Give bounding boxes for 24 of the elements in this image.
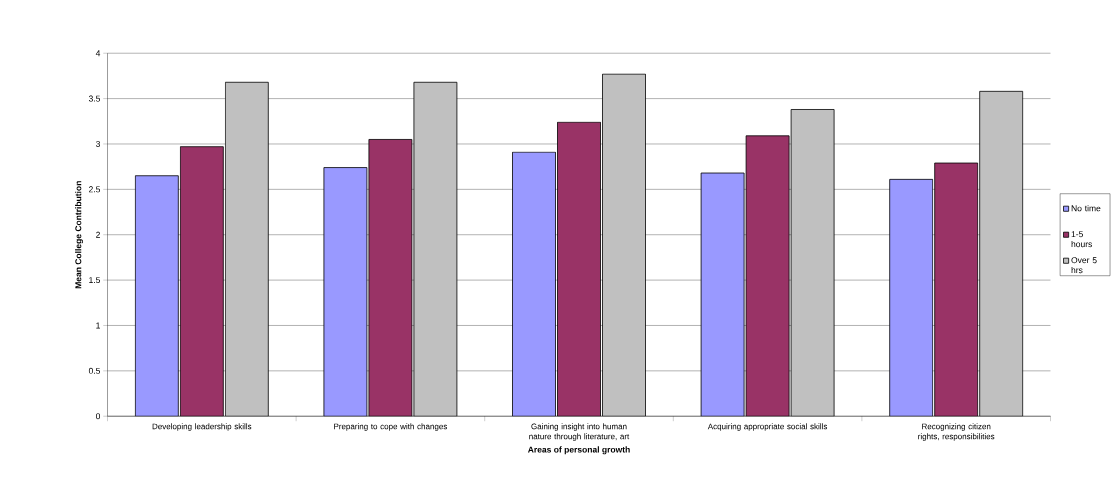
y-tick-label: 3.5 — [88, 95, 101, 102]
bar — [602, 73, 646, 417]
bar — [979, 90, 1024, 417]
y-tick-label: 2.5 — [88, 186, 101, 193]
legend-label: Over 5 hrs — [1071, 257, 1097, 274]
bar — [413, 81, 458, 417]
y-tick-label: 0.5 — [88, 367, 101, 374]
y-tick-label: 4 — [95, 50, 101, 57]
y-tick-label: 0 — [95, 413, 101, 420]
legend-label: 1-5 hours — [1071, 231, 1092, 248]
x-tick-label: Gaining insight into human nature through literature, art — [529, 423, 630, 441]
x-tick-label: Recognizing citizen rights, responsibilities — [918, 423, 995, 441]
y-tick-label: 3 — [95, 140, 101, 147]
x-tick-label: Preparing to cope with changes — [334, 423, 448, 431]
legend-label: No time — [1071, 205, 1101, 212]
bar — [224, 81, 269, 417]
x-tick-label: Acquiring appropriate social skills — [707, 423, 828, 431]
y-axis-title: Mean College Contribution — [75, 181, 84, 289]
y-tick-label: 1.5 — [89, 277, 101, 284]
x-axis-title: Areas of personal growth — [527, 446, 630, 455]
x-tick-label: Developing leadership skills — [152, 423, 252, 431]
bar — [790, 109, 835, 417]
y-tick-label: 1 — [96, 322, 100, 329]
y-tick-label: 2 — [96, 231, 100, 238]
